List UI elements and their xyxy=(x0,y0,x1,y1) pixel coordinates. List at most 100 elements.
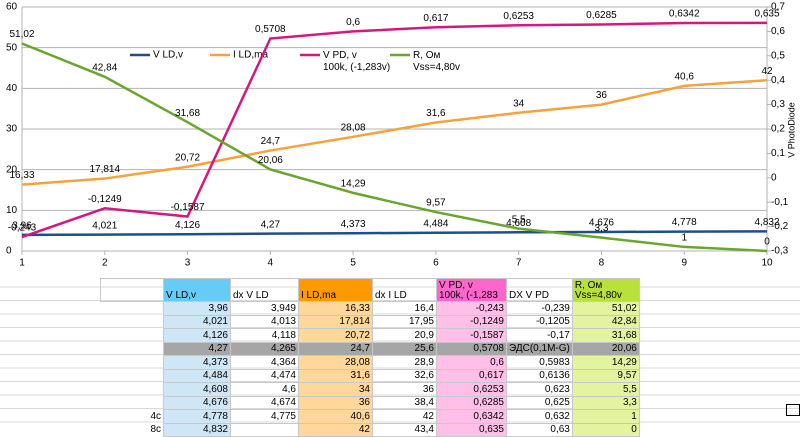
column-header: DX V PD xyxy=(506,278,573,302)
data-label: 5,5 xyxy=(512,214,526,225)
data-label: 4,126 xyxy=(175,220,200,231)
series-line xyxy=(21,78,768,186)
column-header: V LD,v xyxy=(163,278,231,302)
table-cell: -0,239 xyxy=(506,301,573,316)
data-label: 40,6 xyxy=(674,72,694,83)
y2-tick-label: 0,5 xyxy=(771,50,785,61)
data-label: 4,778 xyxy=(672,217,697,228)
data-label: 4,27 xyxy=(261,219,281,230)
chart: V PhotoDiode 0102030405060-0,3-0,2-0,100… xyxy=(6,2,796,269)
table-cell: 28,9 xyxy=(372,355,437,370)
table-cell: 4,775 xyxy=(230,409,299,424)
table-cell: -0,17 xyxy=(506,328,573,343)
table-cell: 4,676 xyxy=(163,395,231,410)
table-cell xyxy=(230,422,299,437)
table-cell: -0,1587 xyxy=(436,328,507,343)
data-label: 4,373 xyxy=(341,219,366,230)
legend-label: V PD, v 100k, (-1,283v) xyxy=(323,50,390,73)
table-cell: 17,814 xyxy=(298,314,373,329)
data-label: 4,484 xyxy=(423,218,448,229)
table-row: 4,484 4,474 31,6 32,6 0,617 0,6136 9,57 xyxy=(101,368,640,383)
table-cell: 20,9 xyxy=(372,328,437,343)
row-label xyxy=(101,315,164,329)
table-row: 4,676 4,674 36 38,4 0,6285 0,625 3,3 xyxy=(101,395,640,410)
table-cell: 24,7 xyxy=(298,341,373,356)
table-cell: 0,6 xyxy=(436,355,507,370)
table-cell: 0,6342 xyxy=(436,409,507,424)
data-label: 4,832 xyxy=(754,217,779,228)
data-label: 31,68 xyxy=(175,108,200,119)
data-label: 0,5708 xyxy=(255,24,286,35)
table-cell: 4,364 xyxy=(230,355,299,370)
table-row: 4,608 4,6 34 36 0,6253 0,623 5,5 xyxy=(101,382,640,397)
table-cell: 36 xyxy=(372,382,437,397)
table-cell: 38,4 xyxy=(372,395,437,410)
data-label: 17,814 xyxy=(89,164,120,175)
row-label xyxy=(101,356,164,370)
y2-tick-label: 0,4 xyxy=(771,75,785,86)
data-label: 0,617 xyxy=(423,13,448,24)
y2-tick-label: 0,3 xyxy=(771,99,785,110)
y2-tick-label: -0,2 xyxy=(771,221,789,232)
table-cell: 28,08 xyxy=(298,355,373,370)
y-tick-label: 20 xyxy=(6,164,18,175)
row-label xyxy=(101,369,164,383)
data-label: 3,3 xyxy=(594,223,608,234)
table-row: 3,96 3,949 16,33 16,4 -0,243 -0,239 51,02 xyxy=(101,301,640,316)
table-cell: 4,118 xyxy=(230,328,299,343)
header-row: V LD,v dx V LD I LD,ma dx I LD V PD, v 100k, … xyxy=(100,278,640,302)
y-tick-label: 10 xyxy=(6,205,18,216)
x-tick-label: 8 xyxy=(599,258,605,269)
data-label: -0,1249 xyxy=(88,194,122,205)
table-cell: 4,778 xyxy=(163,409,231,424)
y2-axis-title: V PhotoDiode xyxy=(786,102,796,158)
table-cell: 3,3 xyxy=(571,395,640,410)
data-label: 4,608 xyxy=(506,218,531,229)
legend-label: V LD,v xyxy=(153,50,183,61)
table-cell: 51,02 xyxy=(571,301,640,316)
table-cell: 36 xyxy=(298,395,373,410)
table-cell: 42,84 xyxy=(571,314,640,329)
row-label: 8с xyxy=(150,424,161,436)
row-label xyxy=(101,302,164,316)
row-label xyxy=(101,383,164,397)
table-cell: 0,623 xyxy=(506,382,573,397)
data-label: 42,84 xyxy=(92,62,117,73)
x-tick-label: 3 xyxy=(185,258,191,269)
x-tick-label: 1 xyxy=(19,258,25,269)
data-label: 1 xyxy=(681,233,687,244)
table-cell: 42 xyxy=(298,422,373,437)
table-cell: 0,6285 xyxy=(436,395,507,410)
table-cell: 17,95 xyxy=(372,314,437,329)
y-tick-label: 40 xyxy=(6,83,18,94)
table-cell: 3,949 xyxy=(230,301,299,316)
data-label: 0,6342 xyxy=(669,9,700,20)
table-cell: 40,6 xyxy=(298,409,373,424)
row-label: 4с xyxy=(150,410,161,422)
table-cell: 0,625 xyxy=(506,395,573,410)
row-label xyxy=(101,329,164,343)
data-label: 24,7 xyxy=(261,136,281,147)
table-cell: 25,6 xyxy=(372,341,437,356)
table-cell: 5,5 xyxy=(571,382,640,397)
table-cell: 0,63 xyxy=(506,422,573,437)
table-cell: 3,96 xyxy=(163,301,231,316)
column-header: dx V LD xyxy=(230,278,299,302)
data-label: 31,6 xyxy=(426,108,446,119)
data-label: 16,33 xyxy=(9,170,34,181)
y2-tick-label: -0,3 xyxy=(771,246,789,257)
table-cell: 0,6136 xyxy=(506,368,573,383)
table-cell: 0,632 xyxy=(506,409,573,424)
table-cell: 4,674 xyxy=(230,395,299,410)
table-cell: 4,021 xyxy=(163,314,231,329)
y2-tick-label: 0,6 xyxy=(771,26,785,37)
x-tick-label: 2 xyxy=(102,258,108,269)
legend-label: I LD,ma xyxy=(233,50,268,61)
series-line xyxy=(21,21,768,239)
data-label: 3,96 xyxy=(12,221,32,232)
table-cell: -0,243 xyxy=(436,301,507,316)
y2-tick-label: -0,1 xyxy=(771,197,789,208)
table-cell: ЭДС(0,1M-G) xyxy=(506,341,573,356)
data-label: 0,6253 xyxy=(503,11,534,22)
y-tick-label: 50 xyxy=(6,42,18,53)
